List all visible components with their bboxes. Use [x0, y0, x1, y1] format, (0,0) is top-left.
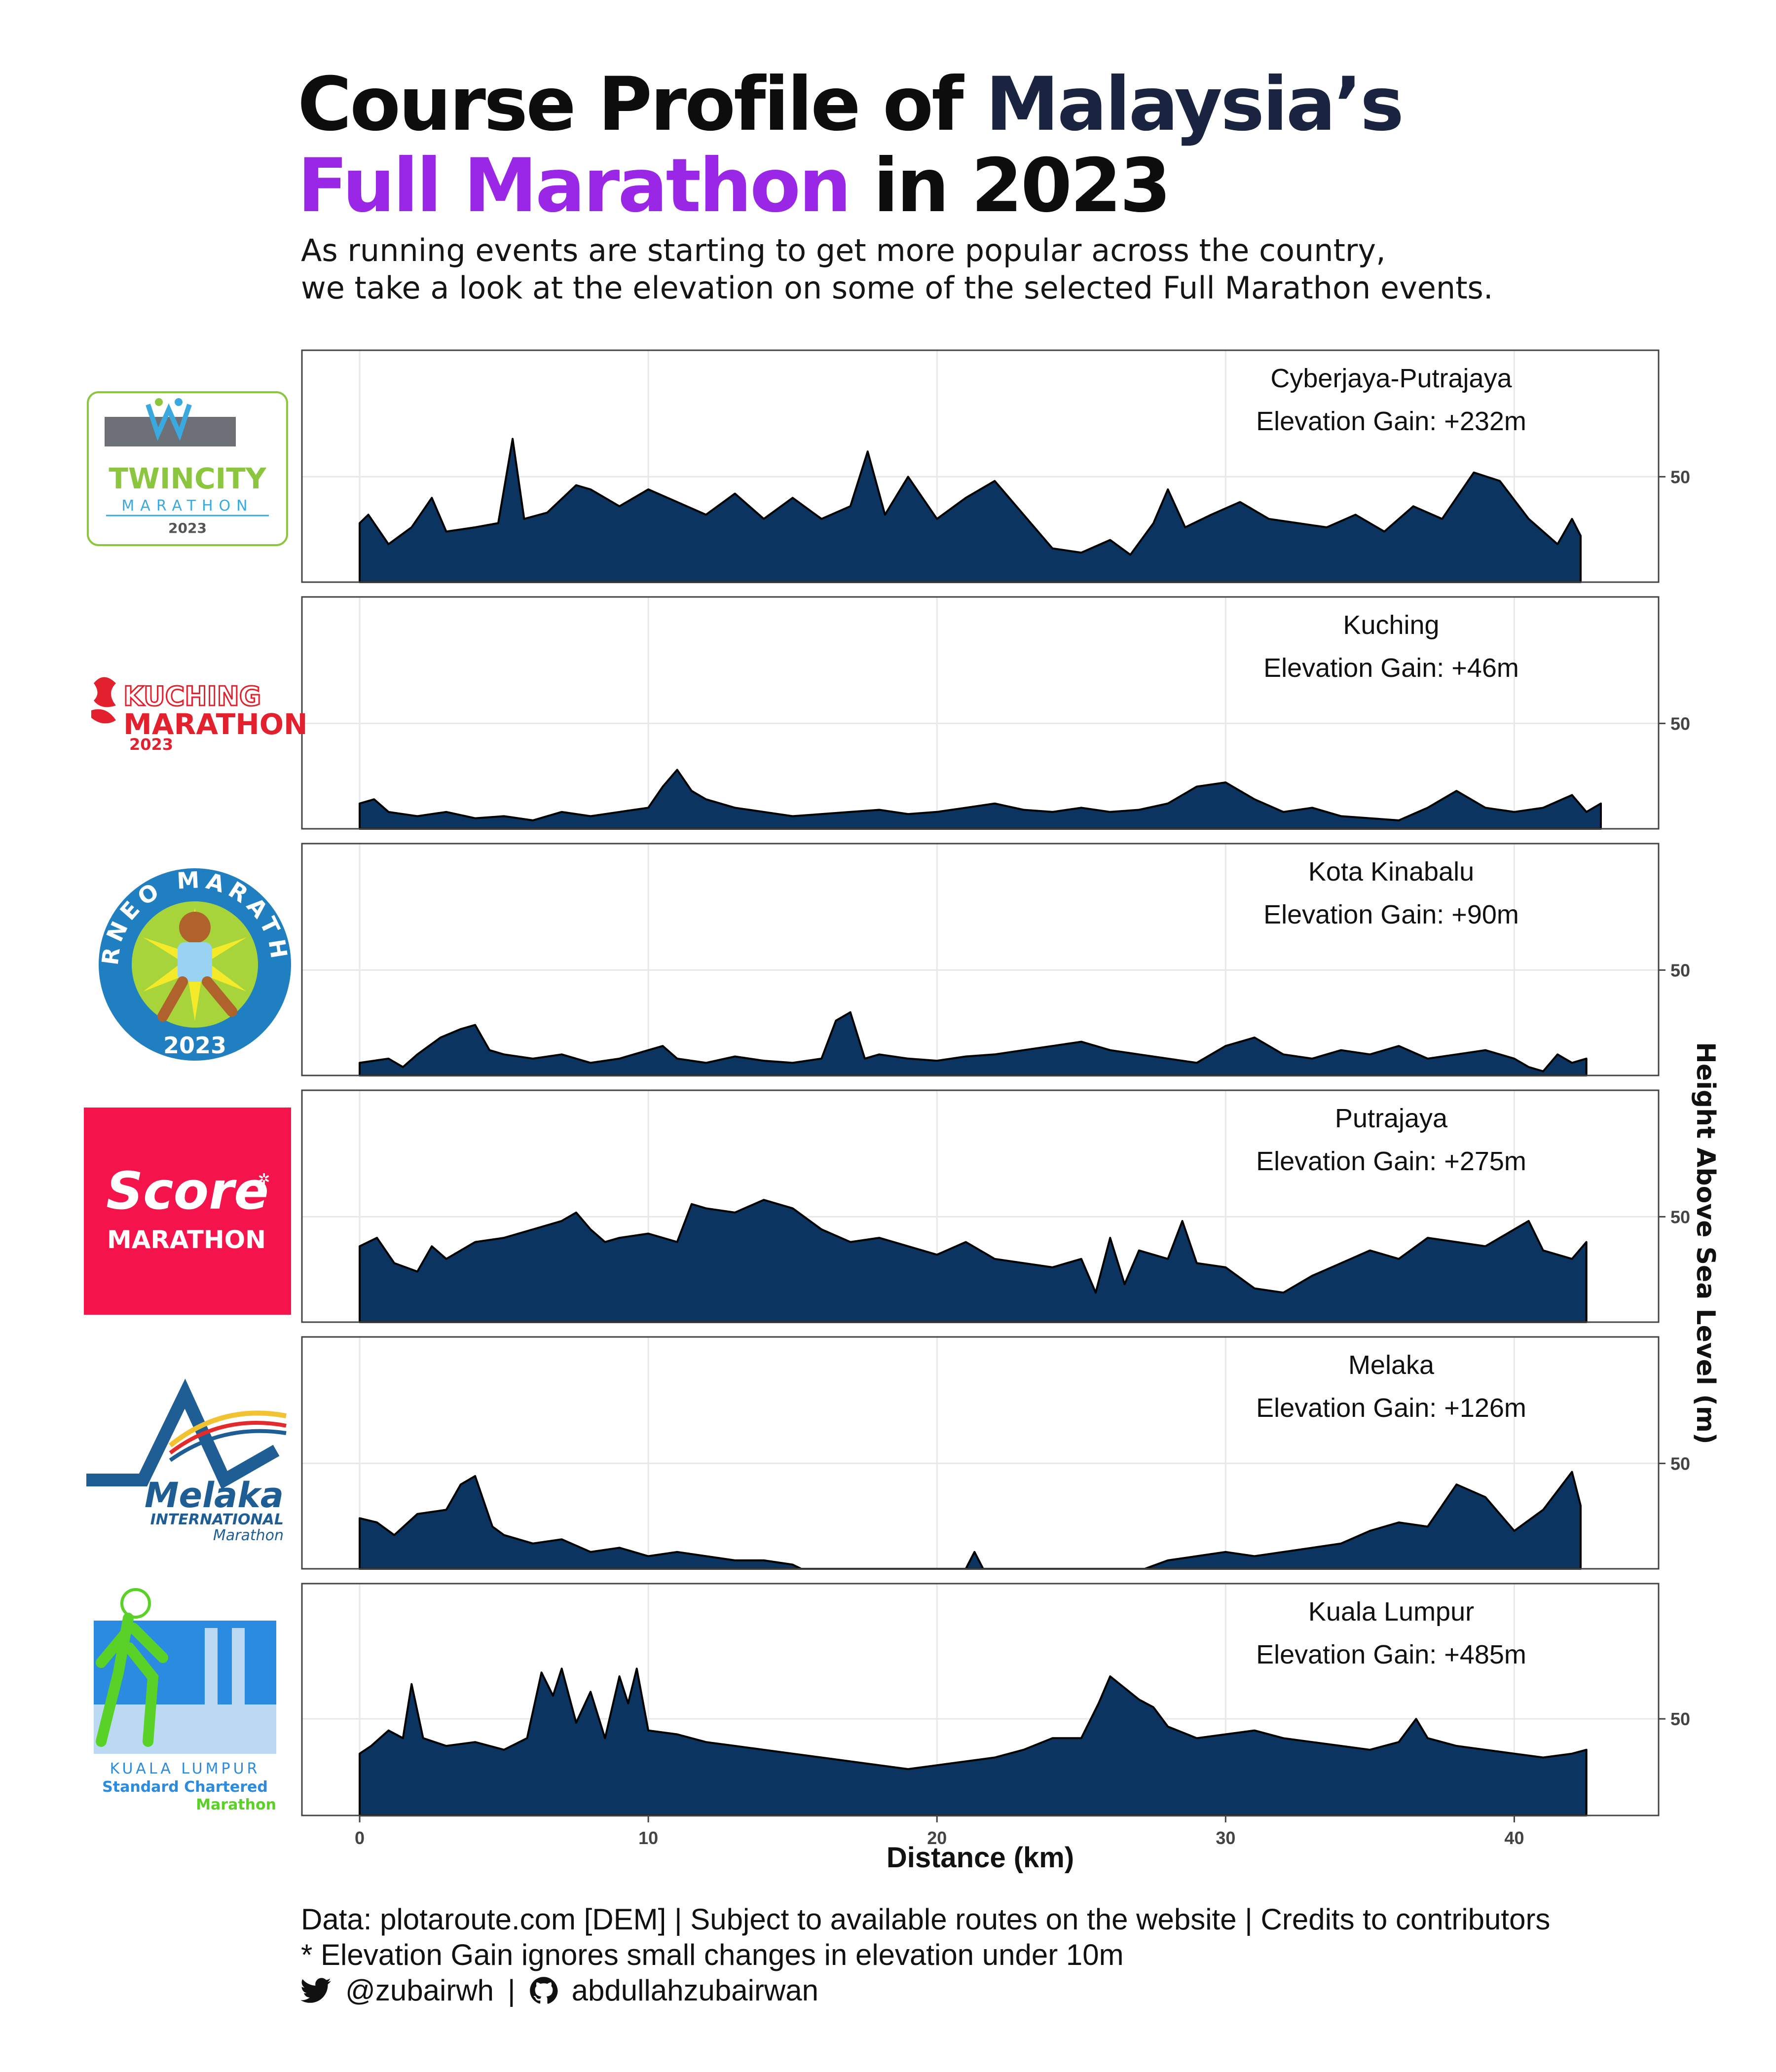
logo-melaka-bottom: Marathon	[213, 1527, 284, 1544]
twitter-icon[interactable]	[301, 1978, 332, 2003]
panel-border	[301, 1336, 1660, 1570]
logo-twincity-year: 2023	[168, 520, 207, 536]
panel-title: Kuala Lumpur	[1308, 1597, 1474, 1627]
y-tick-label: 50	[1670, 960, 1690, 980]
logo-kl-mid: Standard Chartered	[102, 1778, 268, 1796]
panel-elevation-gain: Elevation Gain: +232m	[1256, 407, 1526, 436]
elevation-area	[359, 1199, 1588, 1323]
y-tick-label: 50	[1670, 467, 1690, 487]
panel-5: Melaka Elevation Gain: +126m 50	[301, 1336, 1690, 1570]
elevation-area	[359, 1011, 1588, 1076]
panel-border	[301, 596, 1660, 830]
logo-kl-bottom: Marathon	[196, 1796, 276, 1813]
panel-elevation-gain: Elevation Gain: +46m	[1263, 653, 1519, 683]
x-axis-title: Distance (km)	[887, 1842, 1074, 1874]
title-line-1: Course Profile of Malaysia’s	[297, 64, 1679, 146]
kuala-lumpur-logo: KUALA LUMPUR Standard Chartered Marathon	[94, 1588, 276, 1813]
panel-6: Kuala Lumpur Elevation Gain: +485m 50	[301, 1583, 1690, 1816]
panel-1: Cyberjaya-Putrajaya Elevation Gain: +232m…	[301, 349, 1690, 583]
elevation-area	[359, 769, 1602, 830]
logo-kuching-top: KUCHING	[123, 681, 261, 712]
y-tick-label: 50	[1670, 1207, 1690, 1227]
panel-border	[301, 1583, 1660, 1816]
chart-subtitle: As running events are starting to get mo…	[301, 232, 1682, 307]
panel-title: Kota Kinabalu	[1308, 857, 1474, 887]
footer-note: * Elevation Gain ignores small changes i…	[301, 1938, 1124, 1971]
chart-panels: Cyberjaya-Putrajaya Elevation Gain: +232m…	[301, 349, 1690, 1816]
score-logo: Score MARATHON ✲	[84, 1108, 291, 1315]
title-part-3: Full Marathon	[297, 143, 851, 229]
panel-border	[301, 1089, 1660, 1323]
x-axis: 0 10 20 30 40	[355, 1815, 1524, 1848]
logo-twincity-bottom: MARATHON	[121, 497, 253, 515]
panel-background	[302, 844, 1659, 1075]
twitter-handle[interactable]: @zubairwh	[345, 1974, 494, 2007]
panel-border	[301, 843, 1660, 1076]
panel-title: Melaka	[1348, 1350, 1435, 1380]
twincity-logo: TWINCITY MARATHON 2023	[87, 391, 288, 546]
logo-score-top: Score	[106, 1161, 269, 1221]
logo-borneo-year: 2023	[163, 1032, 226, 1059]
panel-elevation-gain: Elevation Gain: +126m	[1256, 1393, 1526, 1423]
footer-source: Data: plotaroute.com [DEM] | Subject to …	[301, 1903, 1551, 1936]
chart-title: Course Profile of Malaysia’s Full Marath…	[297, 64, 1679, 227]
x-tick-label: 0	[355, 1828, 365, 1848]
logo-melaka-mid: INTERNATIONAL	[150, 1511, 284, 1528]
x-tick-label: 10	[638, 1828, 658, 1848]
y-tick-label: 50	[1670, 1453, 1690, 1474]
y-axis-title: Height Above Sea Level (m)	[1691, 1042, 1720, 1444]
panel-2: Kuching Elevation Gain: +46m 50	[301, 596, 1690, 830]
title-part-4: in 2023	[849, 143, 1171, 229]
y-tick-label: 50	[1670, 713, 1690, 734]
elevation-area	[359, 1667, 1588, 1816]
logo-score-star: ✲	[258, 1171, 270, 1188]
x-tick-label: 40	[1504, 1828, 1524, 1848]
logo-kuching-year: 2023	[129, 735, 173, 754]
github-icon[interactable]	[529, 1976, 558, 2005]
subtitle-line-1: As running events are starting to get mo…	[301, 232, 1386, 268]
panel-title: Putrajaya	[1335, 1104, 1448, 1133]
panel-title: Cyberjaya-Putrajaya	[1270, 364, 1512, 393]
panel-elevation-gain: Elevation Gain: +485m	[1256, 1640, 1526, 1669]
logo-kuching-bottom: MARATHON	[123, 707, 308, 741]
x-tick-label: 30	[1216, 1828, 1235, 1848]
title-line-2: Full Marathon in 2023	[297, 146, 1679, 227]
subtitle-line-2: we take a look at the elevation on some …	[301, 270, 1493, 306]
logo-twincity-top: TWINCITY	[109, 462, 266, 495]
footer: Data: plotaroute.com [DEM] | Subject to …	[301, 1902, 1732, 2008]
logo-score-bottom: MARATHON	[107, 1225, 266, 1254]
panel-title: Kuching	[1343, 610, 1439, 640]
title-part-2: Malaysia’s	[985, 62, 1404, 148]
kuching-logo: KUCHING MARATHON 2023	[91, 677, 308, 754]
panel-3: Kota Kinabalu Elevation Gain: +90m 50	[301, 843, 1690, 1076]
elevation-area	[359, 1471, 1582, 1570]
panel-background	[302, 597, 1659, 829]
melaka-logo: Melaka INTERNATIONAL Marathon	[86, 1378, 287, 1544]
logo-kl-top: KUALA LUMPUR	[110, 1760, 260, 1777]
y-tick-label: 50	[1670, 1709, 1690, 1729]
panel-elevation-gain: Elevation Gain: +90m	[1263, 900, 1519, 929]
x-tick-label: 20	[927, 1828, 947, 1848]
title-part-1: Course Profile of	[297, 62, 986, 148]
panel-border	[301, 349, 1660, 583]
footer-separator: |	[508, 1974, 516, 2007]
github-handle[interactable]: abdullahzubairwan	[571, 1974, 818, 2007]
footer-social: @zubairwh | abdullahzubairwan	[301, 1973, 1732, 2008]
elevation-area	[359, 438, 1582, 583]
logo-melaka-top: Melaka	[145, 1475, 284, 1516]
panel-4: Putrajaya Elevation Gain: +275m 50	[301, 1089, 1690, 1323]
panel-elevation-gain: Elevation Gain: +275m	[1256, 1147, 1526, 1176]
